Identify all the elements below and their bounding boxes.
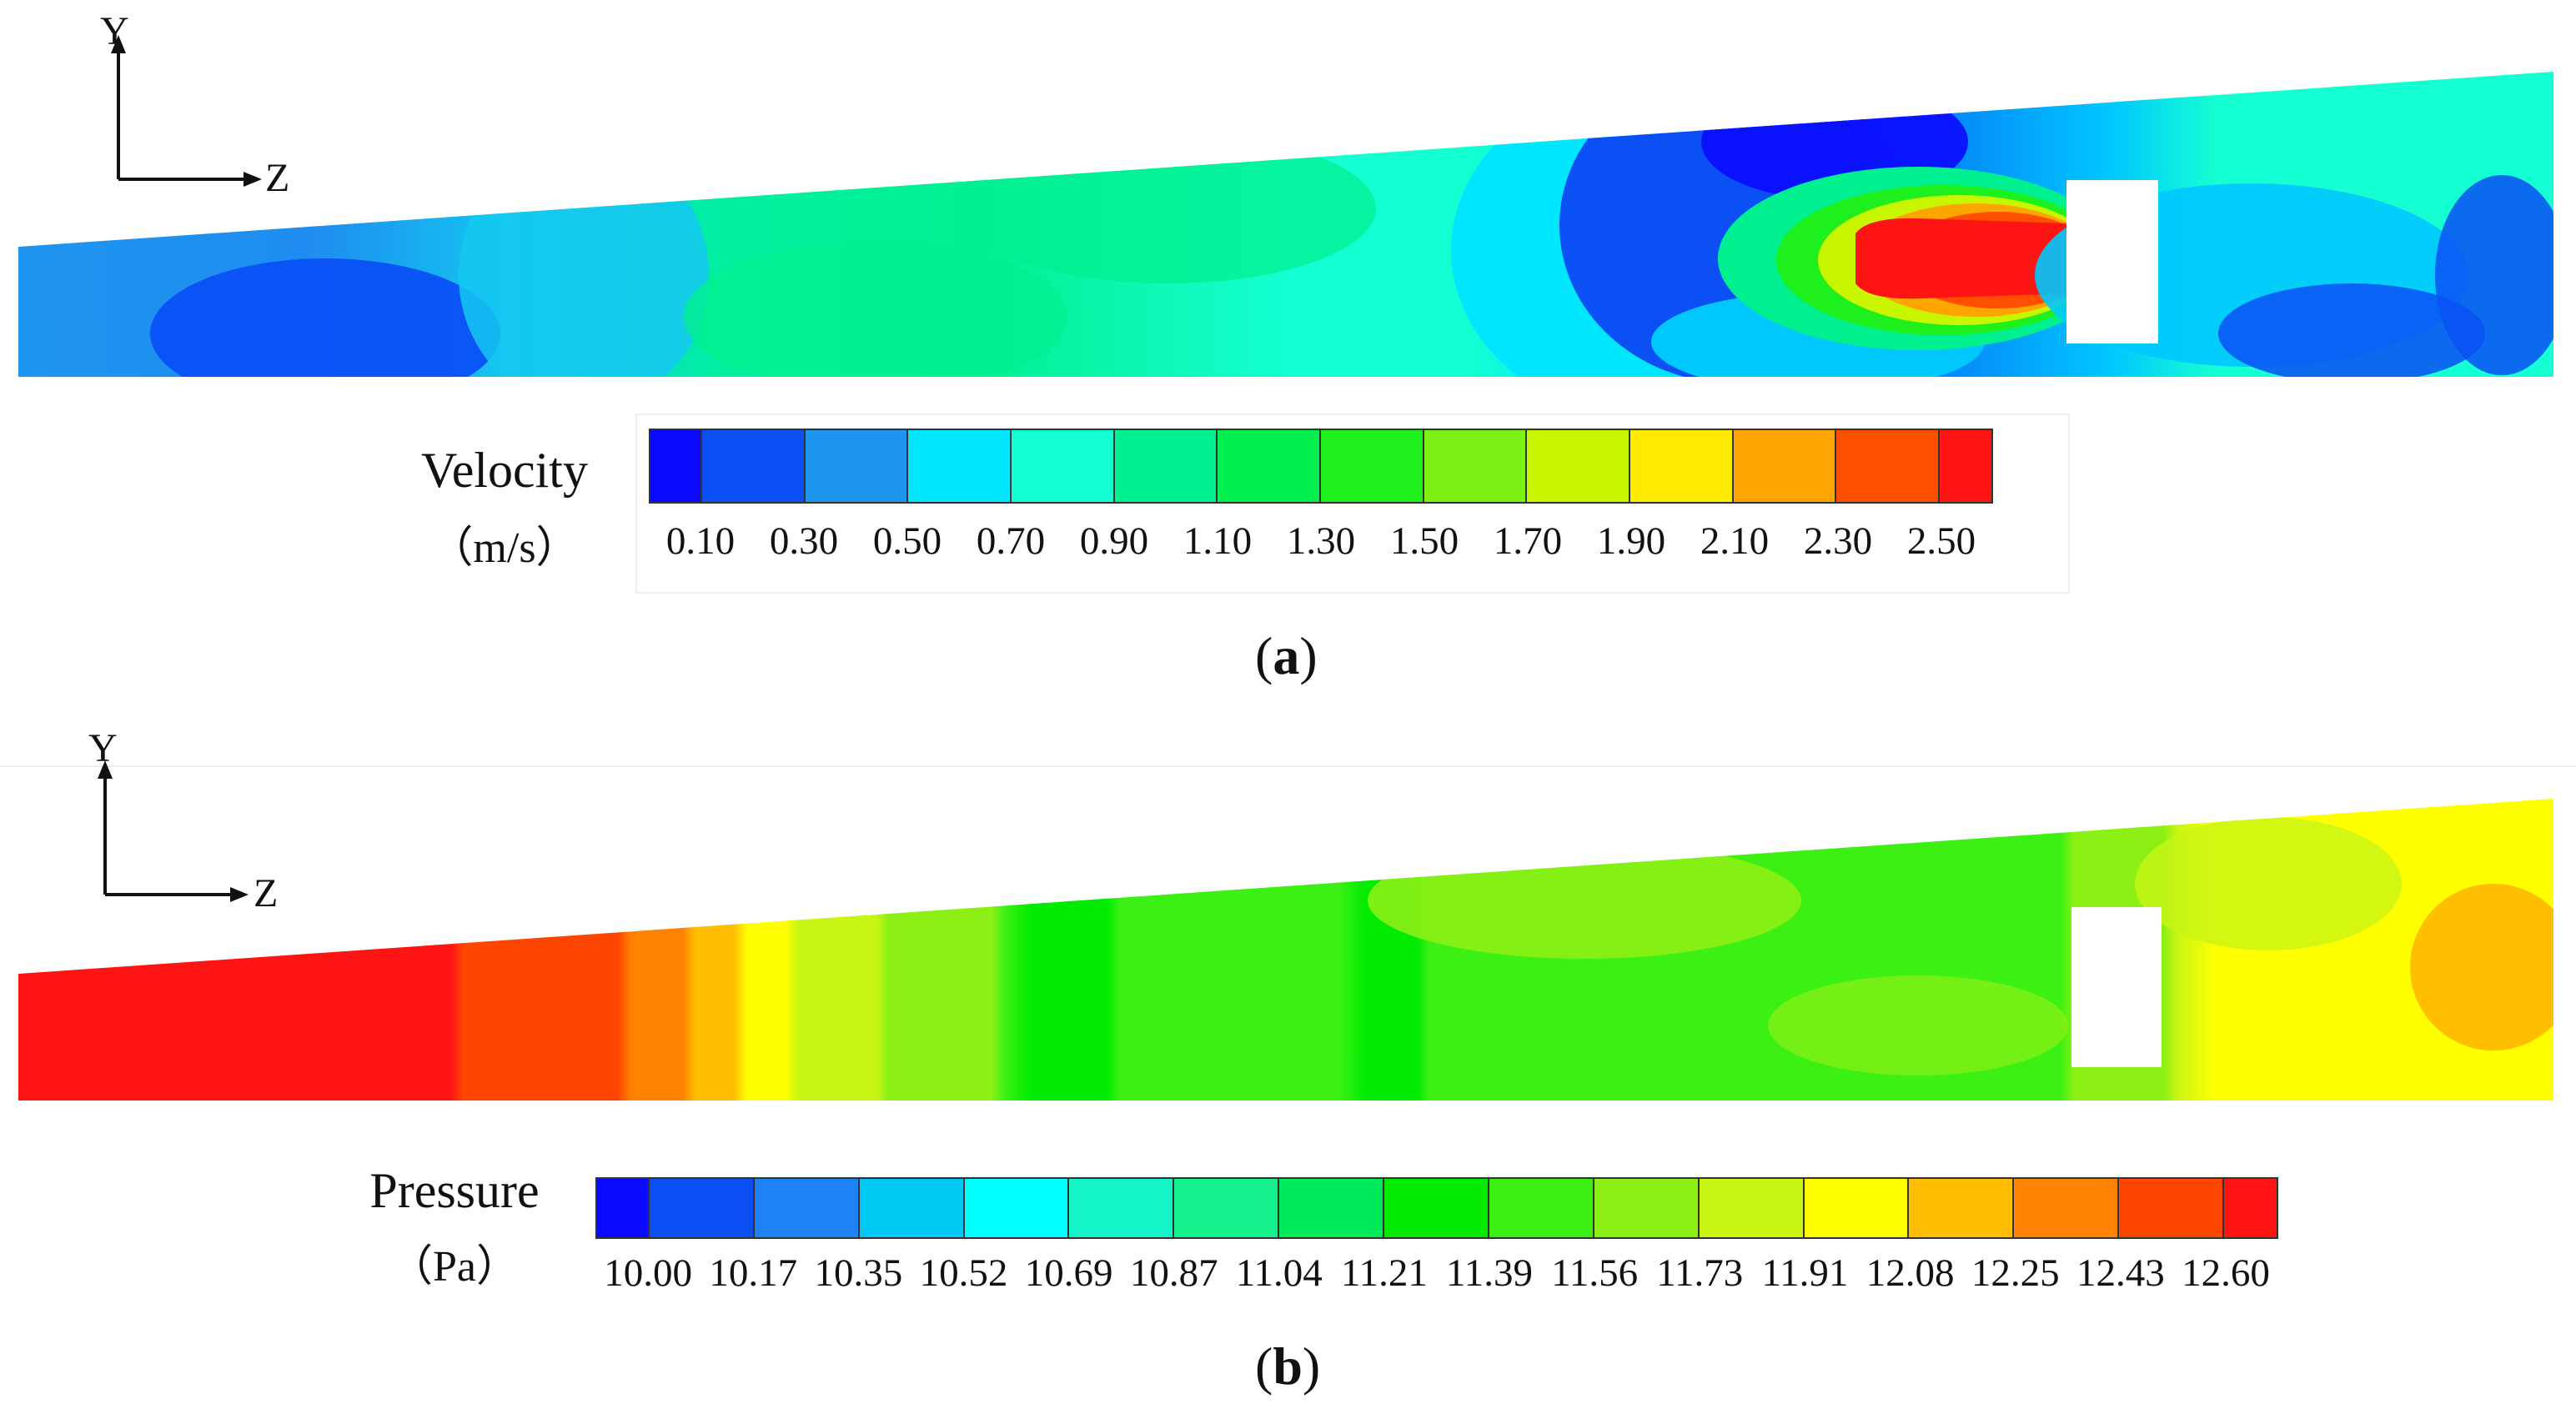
colorbar-swatch bbox=[1320, 430, 1424, 502]
panel-label-b-letter: b bbox=[1273, 1336, 1303, 1396]
colorbar-tick-label: 12.60 bbox=[2182, 1251, 2270, 1295]
colorbar-swatch bbox=[2224, 1179, 2277, 1237]
colorbar-tick-label: 11.39 bbox=[1446, 1251, 1534, 1295]
colorbar-swatch bbox=[2119, 1179, 2225, 1237]
velocity-contour-field bbox=[18, 72, 2553, 377]
velocity-legend-title: Velocity bbox=[421, 443, 588, 498]
axis-z-label-a: Z bbox=[265, 156, 290, 200]
colorbar-swatch bbox=[1836, 430, 1941, 502]
obstacle-block-a bbox=[2066, 180, 2158, 343]
colorbar-tick-label: 11.91 bbox=[1761, 1251, 1849, 1295]
colorbar-tick-label: 0.10 bbox=[665, 519, 736, 563]
obstacle-block-b bbox=[2071, 907, 2162, 1067]
colorbar-tick-label: 1.50 bbox=[1389, 519, 1459, 563]
colorbar-swatch bbox=[650, 430, 702, 502]
colorbar-swatch bbox=[964, 1179, 1070, 1237]
colorbar-tick-label: 0.90 bbox=[1079, 519, 1149, 563]
colorbar-tick-label: 1.30 bbox=[1286, 519, 1356, 563]
colorbar-tick-label: 0.50 bbox=[872, 519, 942, 563]
axis-y-label-a: Y bbox=[100, 9, 129, 53]
colorbar-swatch bbox=[1384, 1179, 1489, 1237]
colorbar-tick-label: 10.69 bbox=[1024, 1251, 1113, 1295]
colorbar-swatch bbox=[1804, 1179, 1910, 1237]
colorbar-swatch bbox=[1940, 430, 1991, 502]
colorbar-swatch bbox=[701, 430, 806, 502]
colorbar-swatch bbox=[649, 1179, 755, 1237]
colorbar-tick-label: 12.43 bbox=[2076, 1251, 2165, 1295]
colorbar-swatch bbox=[1489, 1179, 1594, 1237]
pressure-legend-unit: （Pa） bbox=[389, 1243, 520, 1291]
colorbar-swatch bbox=[859, 1179, 965, 1237]
colorbar-tick-label: 10.52 bbox=[919, 1251, 1008, 1295]
colorbar-swatch bbox=[908, 430, 1012, 502]
colorbar-swatch bbox=[597, 1179, 650, 1237]
colorbar-swatch bbox=[1630, 430, 1734, 502]
colorbar-swatch bbox=[1699, 1179, 1805, 1237]
colorbar-swatch bbox=[1733, 430, 1837, 502]
panel-divider bbox=[0, 765, 2576, 767]
colorbar-tick-label: 11.04 bbox=[1235, 1251, 1323, 1295]
axis-z-label-b: Z bbox=[254, 871, 279, 915]
velocity-legend-frame bbox=[635, 414, 2070, 594]
colorbar-swatch bbox=[1424, 430, 1528, 502]
colorbar-tick-label: 0.30 bbox=[769, 519, 839, 563]
colorbar-swatch bbox=[1218, 430, 1321, 502]
pressure-contour-field bbox=[18, 799, 2553, 1101]
colorbar-tick-label: 1.70 bbox=[1493, 519, 1563, 563]
panel-label-a: (a) bbox=[1255, 626, 1318, 685]
axis-y-label-b: Y bbox=[88, 726, 118, 770]
colorbar-swatch bbox=[754, 1179, 860, 1237]
colorbar-tick-label: 11.73 bbox=[1656, 1251, 1744, 1295]
velocity-legend-unit: （m/s） bbox=[429, 524, 580, 572]
colorbar-tick-label: 10.35 bbox=[814, 1251, 903, 1295]
colorbar-tick-label: 12.25 bbox=[1971, 1251, 2060, 1295]
colorbar-swatch bbox=[2014, 1179, 2120, 1237]
colorbar-tick-label: 2.10 bbox=[1700, 519, 1770, 563]
colorbar-swatch bbox=[1909, 1179, 2015, 1237]
colorbar-tick-label: 0.70 bbox=[976, 519, 1046, 563]
colorbar-tick-label: 2.50 bbox=[1906, 519, 1976, 563]
velocity-colorbar bbox=[649, 429, 1993, 504]
axis-triad-a bbox=[111, 35, 262, 187]
colorbar-swatch bbox=[805, 430, 909, 502]
colorbar-tick-label: 10.87 bbox=[1129, 1251, 1218, 1295]
colorbar-tick-label: 12.08 bbox=[1865, 1251, 1955, 1295]
pressure-colorbar bbox=[595, 1177, 2278, 1239]
axis-triad-b bbox=[98, 760, 249, 902]
colorbar-tick-label: 11.56 bbox=[1551, 1251, 1639, 1295]
colorbar-swatch bbox=[1174, 1179, 1280, 1237]
pressure-legend-title: Pressure bbox=[369, 1163, 540, 1218]
colorbar-swatch bbox=[1594, 1179, 1700, 1237]
panel-label-a-letter: a bbox=[1273, 626, 1300, 685]
colorbar-tick-label: 11.21 bbox=[1340, 1251, 1428, 1295]
colorbar-swatch bbox=[1114, 430, 1218, 502]
panel-label-b: (b) bbox=[1255, 1336, 1321, 1396]
colorbar-swatch bbox=[1279, 1179, 1385, 1237]
colorbar-swatch bbox=[1011, 430, 1115, 502]
colorbar-tick-label: 2.30 bbox=[1803, 519, 1873, 563]
colorbar-tick-label: 1.90 bbox=[1596, 519, 1666, 563]
colorbar-swatch bbox=[1527, 430, 1631, 502]
colorbar-tick-label: 10.00 bbox=[604, 1251, 692, 1295]
colorbar-tick-label: 1.10 bbox=[1183, 519, 1253, 563]
colorbar-swatch bbox=[1069, 1179, 1175, 1237]
colorbar-tick-label: 10.17 bbox=[709, 1251, 798, 1295]
